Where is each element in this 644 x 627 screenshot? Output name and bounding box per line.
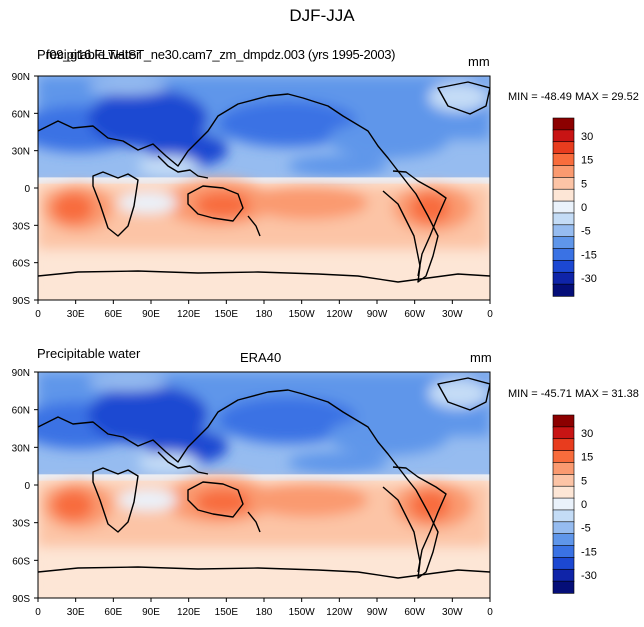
panel1-xtick-label: 30W <box>442 309 463 320</box>
panel1-colorbar-label: 0 <box>581 202 587 214</box>
panel2-xtick-label: 0 <box>35 607 41 618</box>
panel1-case-title: f09_g16.FLTHIST_ne30.cam7_zm_dmpdz.003 (… <box>46 47 396 62</box>
panel2-colorbar-box <box>552 509 575 523</box>
panel2-colorbar-box <box>552 497 575 511</box>
panel1-colorbar-box <box>552 141 575 155</box>
panel1-xtick-label: 0 <box>487 309 493 320</box>
panel1-colorbar-box <box>552 271 575 285</box>
panel2-ytick-label: 30N <box>12 443 30 454</box>
panel2-ytick-label: 60S <box>12 556 30 567</box>
panel1-colorbar-box <box>552 153 575 167</box>
panel1-colorbar-box <box>552 248 575 262</box>
panel2-ytick-label: 90N <box>12 368 30 379</box>
panel1-colorbar-label: 30 <box>581 131 593 143</box>
panel2-xtick-label: 180 <box>256 607 273 618</box>
panel2-colorbar-box <box>552 438 575 452</box>
panel1-ytick-label: 90S <box>12 296 30 307</box>
panel1-xtick-label: 180 <box>256 309 273 320</box>
panel2-xtick-label: 30E <box>67 607 85 618</box>
panel2-ytick-label: 0 <box>24 481 30 492</box>
panel1-colorbar-box <box>552 212 575 226</box>
panel2-xtick-label: 90E <box>142 607 160 618</box>
panel1-colorbar-label: 15 <box>581 155 593 167</box>
panel1-ytick-label: 30N <box>12 147 30 158</box>
panel2-colorbar-label: -15 <box>581 546 597 558</box>
panel2-colorbar-label: 0 <box>581 499 587 511</box>
panel1-colorbar-box <box>552 129 575 143</box>
panel2-colorbar-box <box>552 450 575 464</box>
panel2-colorbar-box <box>552 485 575 499</box>
panel1-ytick-label: 60S <box>12 259 30 270</box>
panel1-xtick-label: 0 <box>35 309 41 320</box>
panel1-minmax: MIN = -48.49 MAX = 29.52 <box>508 91 639 103</box>
panel1-xtick-label: 60W <box>404 309 425 320</box>
panel1-xtick-label: 30E <box>67 309 85 320</box>
panel2-colorbar-box <box>552 533 575 547</box>
panel1-colorbar-box <box>552 283 575 297</box>
panel1-ytick-label: 60N <box>12 109 30 120</box>
figure-title: DJF-JJA <box>289 6 355 25</box>
panel1-xtick-label: 60E <box>104 309 122 320</box>
panel2-colorbar-label: -5 <box>581 523 591 535</box>
panel1-colorbar-box <box>552 260 575 273</box>
axes-layer: 0 30E 60E 90E 120E 150E 180 150W 120W 90W 60W 30W 09… <box>12 72 494 618</box>
panel1-xtick-label: 90W <box>367 309 388 320</box>
panel2-xtick-label: 0 <box>487 607 493 618</box>
panel2-ytick-label: 30S <box>12 519 30 530</box>
panel2-colorbar-box <box>552 568 575 582</box>
panel1-colorbar-label: -5 <box>581 226 591 238</box>
panel2-xtick-label: 60E <box>104 607 122 618</box>
panel1-xtick-label: 150E <box>215 309 239 320</box>
panel1-ytick-label: 90N <box>12 72 30 83</box>
panel2-colorbar-label: -30 <box>581 570 597 582</box>
panel1-ytick-label: 0 <box>24 184 30 195</box>
panel2-xtick-label: 90W <box>367 607 388 618</box>
colorbars-layer: 30 15 5 0 -5 -15 -30 30 15 5 0 -5 -15 -30 <box>552 117 597 594</box>
panel2-xtick-label: 30W <box>442 607 463 618</box>
panel2-left-title: Precipitable water <box>37 346 141 361</box>
panel1-xtick-label: 150W <box>289 309 316 320</box>
panel2-colorbar-label: 5 <box>581 475 587 487</box>
panel2-colorbar-label: 30 <box>581 428 593 440</box>
panel2-xtick-label: 120W <box>326 607 353 618</box>
panel2-colorbar-box <box>552 426 575 440</box>
panel1-xtick-label: 90E <box>142 309 160 320</box>
panel2-center-title: ERA40 <box>240 350 282 365</box>
panel2-colorbar-box <box>552 580 575 594</box>
panel1-xtick-label: 120E <box>177 309 201 320</box>
panel1-colorbar-box <box>552 165 575 179</box>
panel1-colorbar-label: -15 <box>581 249 597 261</box>
panel1-colorbar-box <box>552 224 575 238</box>
panel1-colorbar-box <box>552 200 575 214</box>
panel2-units: mm <box>470 350 492 365</box>
panel2-map <box>37 371 491 599</box>
panel2-colorbar-box <box>552 545 575 559</box>
panel1-left-title: Precipitable water <box>37 47 141 62</box>
panel2-colorbar-label: 15 <box>581 452 593 464</box>
panel2-colorbar-box <box>552 474 575 487</box>
panel1-colorbar-box <box>552 117 575 131</box>
panel2-xtick-label: 120E <box>177 607 201 618</box>
panel2-ytick-label: 90S <box>12 594 30 605</box>
panel2-xtick-label: 150E <box>215 607 239 618</box>
panel1-colorbar-box <box>552 188 575 202</box>
panel2-colorbar-box <box>552 462 575 476</box>
panel1-colorbar-box <box>552 236 575 250</box>
panel2-colorbar-box <box>552 414 575 428</box>
panel2-ytick-label: 60N <box>12 406 30 417</box>
panel1-colorbar-label: 5 <box>581 178 587 190</box>
panel2-minmax: MIN = -45.71 MAX = 31.38 <box>508 388 639 400</box>
panel1-units: mm <box>468 54 490 69</box>
panel1-xtick-label: 120W <box>326 309 353 320</box>
panel2-colorbar-box <box>552 557 575 570</box>
panel1-ytick-label: 30S <box>12 221 30 232</box>
panel1-colorbar-label: -30 <box>581 273 597 285</box>
panel2-xtick-label: 150W <box>289 607 316 618</box>
panel2-xtick-label: 60W <box>404 607 425 618</box>
panel1-map <box>37 75 491 301</box>
panel2-colorbar-box <box>552 521 575 535</box>
panel1-colorbar-box <box>552 177 575 190</box>
